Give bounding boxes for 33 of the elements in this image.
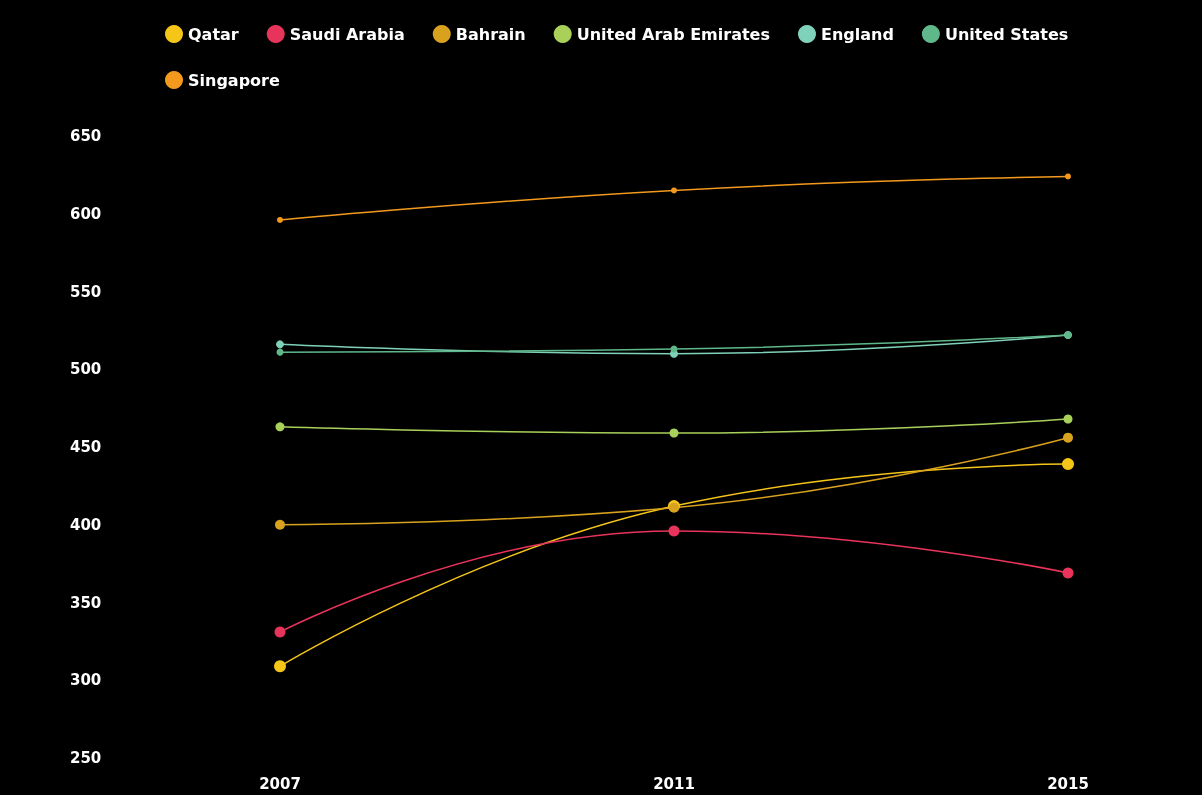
legend-label: Bahrain xyxy=(455,24,526,44)
y-tick-label: 550 xyxy=(70,282,102,301)
point xyxy=(671,187,677,194)
x-tick-label: 2007 xyxy=(259,774,301,793)
point xyxy=(669,428,679,438)
legend-label: Qatar xyxy=(188,24,239,44)
point xyxy=(668,525,680,537)
y-tick-label: 400 xyxy=(70,515,102,534)
point xyxy=(1063,432,1073,443)
x-tick-label: 2015 xyxy=(1047,774,1089,793)
x-tick-label: 2011 xyxy=(653,774,695,793)
point xyxy=(275,422,285,432)
y-tick-label: 300 xyxy=(70,671,102,690)
legend-label: Saudi Arabia xyxy=(289,24,405,44)
point xyxy=(275,519,285,530)
point xyxy=(1063,414,1073,424)
legend-label: Singapore xyxy=(188,70,280,90)
y-tick-label: 250 xyxy=(70,749,102,767)
point xyxy=(274,660,286,673)
point xyxy=(1065,173,1071,180)
point xyxy=(1062,458,1074,471)
point xyxy=(1062,567,1074,579)
legend-label: United Arab Emirates xyxy=(576,24,770,44)
y-tick-label: 500 xyxy=(70,360,102,379)
y-tick-label: 450 xyxy=(70,438,102,456)
y-tick-label: 650 xyxy=(70,127,102,145)
y-tick-label: 350 xyxy=(70,593,102,612)
legend-label: United States xyxy=(944,24,1069,44)
point xyxy=(277,216,283,223)
point xyxy=(276,340,284,349)
legend-label: England xyxy=(820,24,894,44)
point xyxy=(274,626,286,638)
y-tick-label: 600 xyxy=(70,204,102,223)
